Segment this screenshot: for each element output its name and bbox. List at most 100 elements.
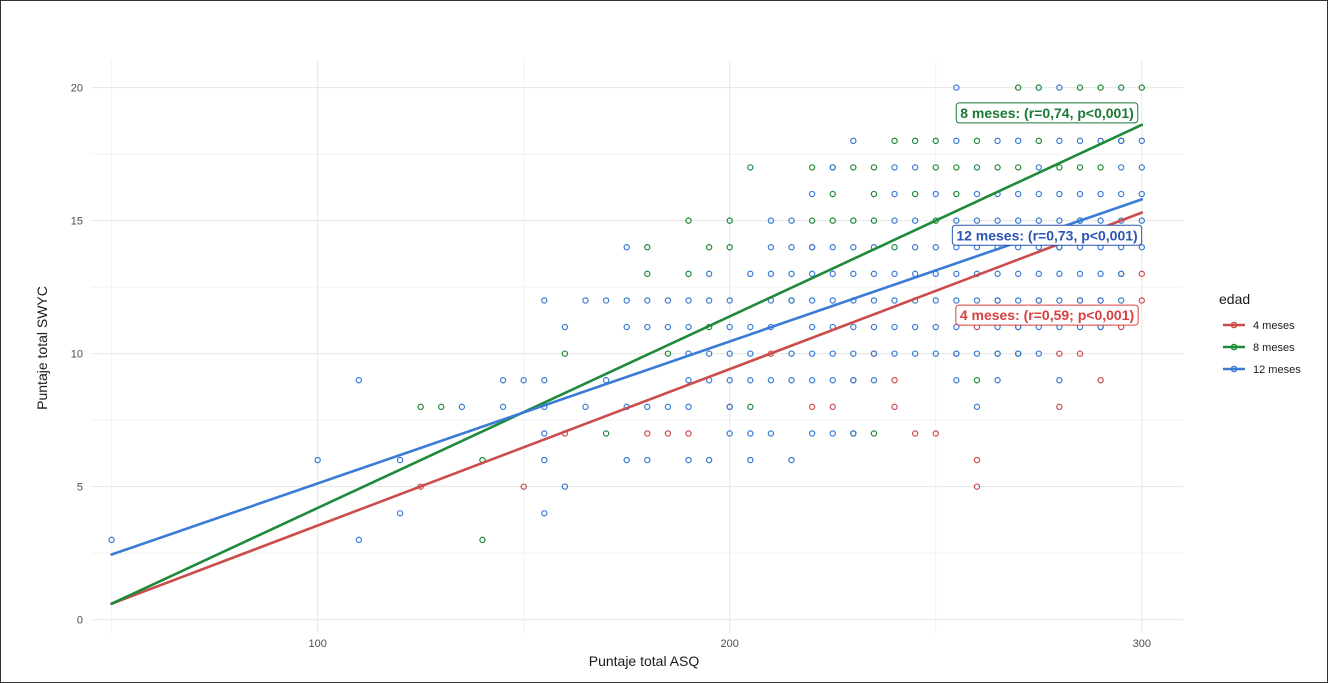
scatter-point xyxy=(1035,84,1042,91)
scatter-point xyxy=(726,377,733,384)
y-axis-title: Puntaje total SWYC xyxy=(34,286,50,410)
scatter-point xyxy=(747,270,754,278)
scatter-point xyxy=(891,137,898,145)
scatter-point xyxy=(1014,270,1022,278)
scatter-point xyxy=(726,244,733,251)
scatter-point xyxy=(808,350,816,357)
x-tick-label: 300 xyxy=(1133,638,1151,650)
legend-key-point xyxy=(1230,321,1238,329)
legend-label: 12 meses xyxy=(1253,364,1301,376)
y-tick-label: 5 xyxy=(77,482,83,494)
scatter-point xyxy=(953,350,960,357)
scatter-point xyxy=(808,270,816,278)
scatter-point xyxy=(685,377,692,384)
scatter-point xyxy=(664,350,672,357)
scatter-point xyxy=(1076,137,1084,145)
scatter-point xyxy=(1097,377,1104,384)
scatter-point xyxy=(994,270,1001,278)
scatter-point xyxy=(932,190,939,198)
scatter-point xyxy=(829,270,836,278)
scatter-point xyxy=(1138,137,1145,145)
scatter-point xyxy=(685,456,692,464)
scatter-point xyxy=(561,350,569,357)
scatter-point xyxy=(1138,190,1145,198)
scatter-point xyxy=(850,323,857,331)
scatter-point xyxy=(953,164,960,171)
scatter-point xyxy=(1056,297,1063,304)
scatter-point xyxy=(664,430,672,437)
scatter-point xyxy=(1014,84,1022,91)
legend-label: 8 meses xyxy=(1253,342,1295,354)
scatter-point xyxy=(808,190,816,198)
scatter-point xyxy=(1097,270,1104,278)
scatter-point xyxy=(1117,270,1125,278)
scatter-point xyxy=(870,323,878,331)
scatter-point xyxy=(953,84,960,91)
scatter-point xyxy=(850,377,857,384)
scatter-point xyxy=(788,297,795,304)
scatter-point xyxy=(1138,164,1145,171)
scatter-point xyxy=(808,217,816,224)
scatter-point xyxy=(644,430,651,437)
scatter-point xyxy=(1097,190,1104,198)
scatter-point xyxy=(973,377,981,384)
scatter-point xyxy=(685,430,692,437)
scatter-point xyxy=(891,323,898,331)
scatter-point xyxy=(685,323,692,331)
scatter-point xyxy=(808,377,816,384)
scatter-point xyxy=(623,323,630,331)
scatter-point xyxy=(953,297,960,304)
scatter-point xyxy=(747,350,754,357)
scatter-point xyxy=(973,217,981,224)
scatter-point xyxy=(932,137,939,145)
scatter-point xyxy=(664,297,672,304)
scatter-point xyxy=(850,244,857,251)
scatter-point xyxy=(1035,270,1042,278)
scatter-point xyxy=(1138,270,1145,278)
scatter-point xyxy=(953,137,960,145)
scatter-point xyxy=(705,456,713,464)
scatter-point xyxy=(932,350,939,357)
scatter-point xyxy=(911,323,919,331)
scatter-point xyxy=(1014,297,1022,304)
scatter-point xyxy=(891,244,898,251)
scatter-point xyxy=(747,403,754,411)
scatter-point xyxy=(726,350,733,357)
scatter-point xyxy=(1014,217,1022,224)
scatter-point xyxy=(1056,403,1063,411)
scatter-point xyxy=(829,217,836,224)
scatter-point xyxy=(685,270,692,278)
scatter-point xyxy=(829,377,836,384)
scatter-point xyxy=(644,297,651,304)
legend-key-point xyxy=(1230,365,1238,373)
scatter-point xyxy=(788,270,795,278)
scatter-point xyxy=(541,377,548,384)
x-tick-label: 100 xyxy=(308,638,326,650)
scatter-point xyxy=(1138,84,1145,91)
legend-label: 4 meses xyxy=(1253,320,1295,332)
scatter-point xyxy=(520,483,527,490)
scatter-point xyxy=(829,297,836,304)
scatter-point xyxy=(932,244,939,251)
scatter-point xyxy=(644,403,651,411)
scatter-point xyxy=(932,430,939,437)
scatter-point xyxy=(953,377,960,384)
legend-key-point xyxy=(1230,343,1238,351)
scatter-point xyxy=(870,217,878,224)
scatter-point xyxy=(808,430,816,437)
scatter-point xyxy=(1117,137,1125,145)
scatter-point xyxy=(1035,350,1042,357)
scatter-point xyxy=(767,430,775,437)
scatter-point xyxy=(355,377,363,384)
scatter-point xyxy=(953,270,960,278)
scatter-point xyxy=(911,217,919,224)
scatter-point xyxy=(973,137,981,145)
scatter-point xyxy=(1056,350,1063,357)
scatter-point xyxy=(1014,190,1022,198)
y-tick-label: 0 xyxy=(77,615,83,627)
y-axis-ticks: 0 5 10 15 20 xyxy=(71,83,83,627)
scatter-point xyxy=(561,323,569,331)
scatter-point xyxy=(911,164,919,171)
scatter-point xyxy=(1056,377,1063,384)
